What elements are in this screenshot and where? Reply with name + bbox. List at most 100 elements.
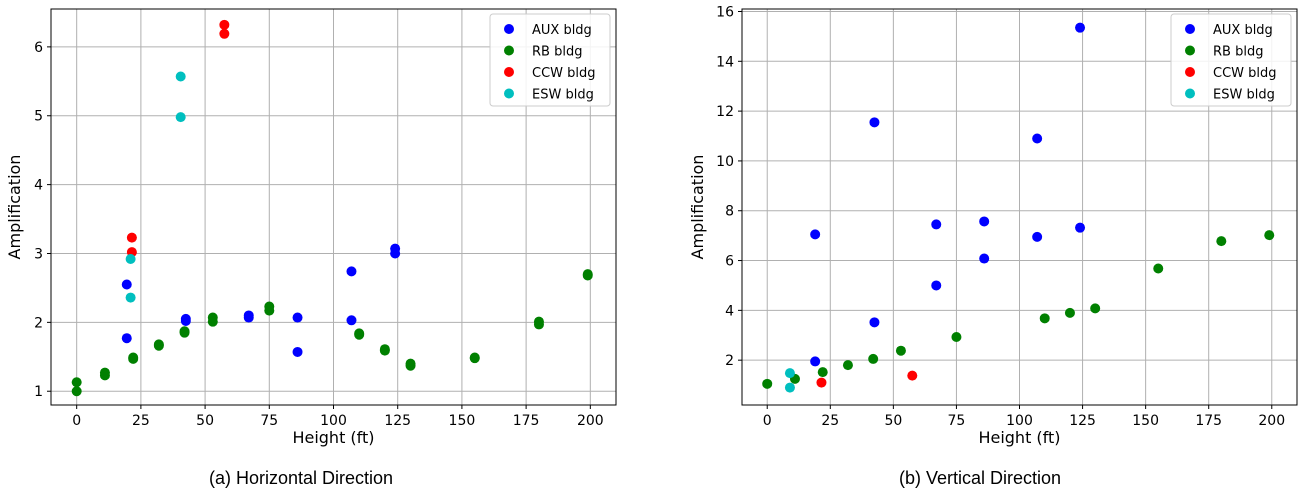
data-point (1216, 236, 1227, 247)
x-tick-label: 50 (196, 413, 214, 429)
y-tick-label: 6 (34, 40, 43, 56)
data-point (842, 360, 853, 371)
y-tick-label: 4 (725, 303, 734, 319)
data-point (153, 340, 164, 351)
legend-marker (1185, 67, 1195, 77)
data-point (71, 386, 82, 397)
data-point (99, 370, 110, 381)
data-point (264, 305, 275, 316)
y-tick-label: 1 (34, 384, 43, 400)
data-point (71, 377, 82, 388)
data-point (979, 253, 990, 264)
legend-marker (504, 67, 514, 77)
data-point (121, 279, 132, 290)
data-point (868, 353, 879, 364)
data-point (810, 229, 821, 240)
data-point (810, 356, 821, 367)
data-point (469, 353, 480, 364)
x-tick-label: 150 (449, 413, 476, 429)
data-point (784, 382, 795, 393)
y-tick-label: 2 (34, 315, 43, 331)
y-axis-label: Amplification (5, 155, 24, 260)
legend-marker (504, 88, 514, 99)
data-point (931, 280, 942, 291)
data-point (1075, 22, 1086, 33)
panel-0: 0 25 50 75 100 125 150 175 200 1 2 3 4 5 6 Height (ft) A… (5, 8, 617, 488)
data-point (1090, 303, 1101, 314)
data-point (1264, 230, 1275, 241)
legend: AUX bldg RB bldg CCW bldg ESW bldg (1170, 13, 1292, 107)
data-point (175, 112, 186, 123)
x-tick-label: 100 (320, 413, 347, 429)
y-tick-label: 3 (34, 246, 43, 262)
data-point (533, 319, 544, 330)
data-point (126, 232, 137, 243)
data-point (979, 216, 990, 227)
data-point (354, 329, 365, 340)
data-point (180, 315, 191, 326)
legend-marker (504, 45, 514, 56)
x-tick-label: 100 (1006, 413, 1033, 429)
data-point (762, 378, 773, 389)
data-point (1064, 307, 1075, 318)
data-point (243, 312, 254, 323)
data-point (869, 317, 880, 328)
legend-label: RB bldg (532, 45, 582, 60)
legend-label: ESW bldg (532, 88, 594, 103)
y-axis-label: Amplification (688, 155, 707, 260)
y-tick-label: 16 (716, 4, 734, 20)
data-point (895, 345, 906, 356)
x-axis-label: Height (ft) (978, 428, 1060, 447)
x-tick-label: 75 (948, 413, 966, 429)
data-point (207, 316, 218, 327)
data-point (179, 327, 190, 338)
data-point (125, 253, 136, 264)
x-tick-label: 125 (1069, 413, 1096, 429)
y-tick-label: 5 (34, 109, 43, 125)
legend-label: RB bldg (1213, 45, 1263, 60)
x-tick-label: 175 (1195, 413, 1222, 429)
data-point (951, 332, 962, 343)
y-tick-label: 8 (725, 204, 734, 220)
x-tick-label: 75 (260, 413, 278, 429)
legend-label: ESW bldg (1213, 88, 1275, 103)
data-point (128, 353, 139, 364)
x-axis-label: Height (ft) (292, 428, 374, 447)
data-point (346, 266, 357, 277)
data-point (121, 333, 132, 344)
x-tick-label: 0 (763, 413, 772, 429)
data-point (907, 370, 918, 381)
legend-label: CCW bldg (1213, 66, 1277, 81)
legend-label: CCW bldg (532, 66, 596, 81)
data-point (784, 368, 795, 379)
data-point (379, 345, 390, 356)
legend-box (489, 13, 611, 107)
x-tick-label: 25 (821, 413, 839, 429)
plot-frame (741, 8, 1298, 406)
x-tick-label: 200 (1258, 413, 1285, 429)
data-point (817, 367, 828, 378)
legend-box (1170, 13, 1292, 107)
panel-1: 0 25 50 75 100 125 150 175 200 2 4 6 8 10 12 14 16 Height… (688, 4, 1298, 488)
x-tick-label: 150 (1132, 413, 1159, 429)
data-point (219, 19, 230, 30)
data-point (292, 346, 303, 357)
data-point (1039, 313, 1050, 324)
legend-marker (1185, 88, 1195, 99)
data-point (1032, 133, 1043, 144)
x-tick-label: 50 (884, 413, 902, 429)
plot-frame (50, 8, 617, 406)
data-point (405, 360, 416, 371)
y-tick-label: 4 (34, 178, 43, 194)
y-tick-label: 6 (725, 254, 734, 270)
data-point (816, 377, 827, 388)
data-point (346, 315, 357, 326)
x-tick-label: 25 (132, 413, 150, 429)
legend-marker (504, 24, 514, 34)
data-point (292, 312, 303, 323)
data-point (1153, 263, 1164, 274)
y-tick-label: 2 (725, 353, 734, 369)
data-point (931, 219, 942, 230)
data-point (1075, 222, 1086, 233)
legend-label: AUX bldg (1213, 23, 1273, 38)
